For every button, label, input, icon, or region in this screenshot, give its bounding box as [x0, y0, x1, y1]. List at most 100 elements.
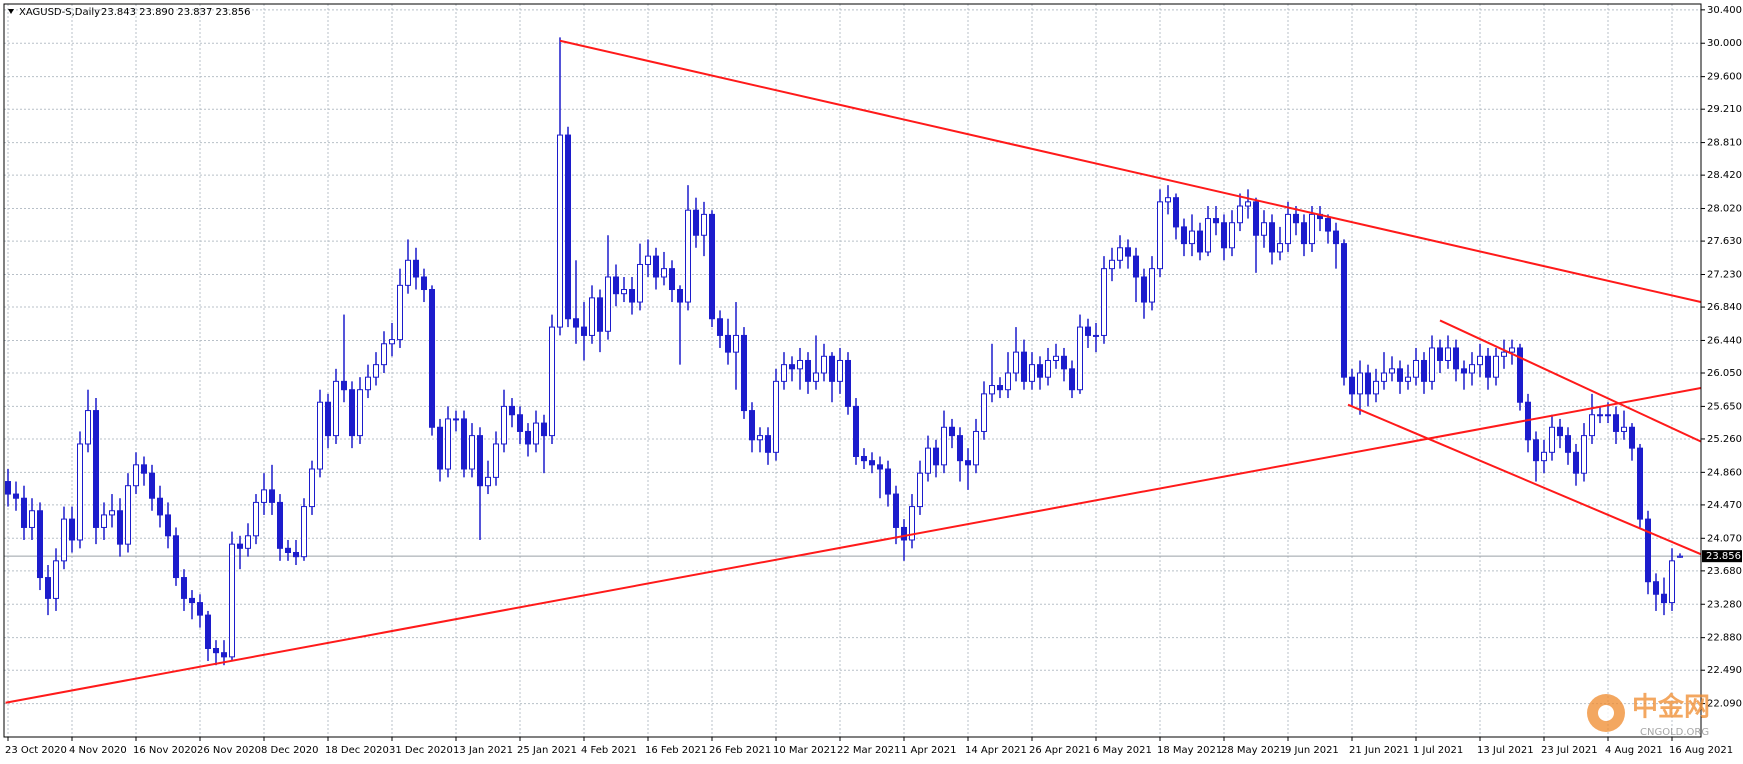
x-tick-label: 23 Oct 2020 [5, 745, 67, 756]
trendline [5, 387, 1701, 704]
candle-body [1669, 560, 1675, 604]
candle-body [1117, 247, 1123, 261]
plot-frame [3, 3, 1702, 738]
candle-body [485, 476, 491, 487]
candle-body [1149, 268, 1155, 303]
candle-body [573, 318, 579, 328]
candle-body [1581, 435, 1587, 474]
y-tick-label: 24.070 [1707, 533, 1742, 544]
candle-body [245, 535, 251, 549]
candle-body [1109, 259, 1115, 270]
candle-body [533, 422, 539, 445]
y-tick-label: 22.090 [1707, 699, 1742, 710]
candle-body [733, 334, 739, 353]
candle-body [317, 401, 323, 470]
candle-body [277, 501, 283, 549]
candle-body [1373, 380, 1379, 395]
candle-body [237, 543, 243, 549]
x-tick-label: 16 Feb 2021 [645, 745, 707, 756]
candle-body [1405, 376, 1411, 382]
candle-body [61, 518, 67, 562]
candle-body [885, 468, 891, 495]
candle-body [1565, 435, 1571, 453]
candle-body [309, 468, 315, 508]
x-tick-label: 1 Apr 2021 [901, 745, 956, 756]
candle-body [1133, 255, 1139, 278]
candle-body [125, 485, 131, 545]
candle-body [1541, 451, 1547, 462]
candle-body [1245, 201, 1251, 207]
candle-body [709, 213, 715, 320]
x-tick-label: 26 Feb 2021 [709, 745, 771, 756]
candle-body [1509, 347, 1515, 353]
candle-body [717, 318, 723, 336]
candle-body [445, 418, 451, 470]
candle-body [1157, 201, 1163, 270]
x-tick-label: 4 Nov 2020 [69, 745, 127, 756]
candle-body [541, 422, 547, 437]
candle-body [917, 472, 923, 508]
candle-body [525, 430, 531, 445]
candle-body [77, 443, 83, 541]
candle-body [1029, 364, 1035, 382]
candle-body [725, 334, 731, 353]
candle-body [869, 460, 875, 466]
y-tick-label: 27.630 [1707, 236, 1742, 247]
candle-body [1445, 347, 1451, 361]
candle-body [437, 426, 443, 470]
candle-body [1645, 518, 1651, 583]
trendline [1347, 403, 1701, 556]
candle-body [1285, 213, 1291, 245]
x-tick-label: 4 Feb 2021 [581, 745, 637, 756]
y-tick-label: 27.230 [1707, 269, 1742, 280]
candle-body [413, 259, 419, 278]
candle-body [93, 410, 99, 528]
candle-body [37, 510, 43, 579]
candle-body [133, 464, 139, 487]
menu-triangle[interactable] [8, 9, 14, 14]
watermark-subtitle: CNGOLD.ORG [1640, 727, 1709, 738]
candle-body [181, 577, 187, 599]
candle-body [1501, 351, 1507, 357]
y-tick-label: 28.810 [1707, 138, 1742, 149]
candle-body [197, 602, 203, 616]
candle-body [85, 410, 91, 445]
y-tick-label: 24.860 [1707, 467, 1742, 478]
y-tick-label: 23.680 [1707, 566, 1742, 577]
candle-body [69, 518, 75, 541]
candle-body [405, 259, 411, 286]
candle-body [1213, 218, 1219, 224]
x-tick-label: 1 Jul 2021 [1413, 745, 1463, 756]
y-tick-label: 25.260 [1707, 434, 1742, 445]
price-tag-label: 23.856 [1706, 551, 1741, 562]
x-tick-label: 14 Apr 2021 [965, 745, 1027, 756]
candle-body [365, 376, 371, 391]
candle-body [1021, 351, 1027, 382]
candle-body [973, 430, 979, 466]
candle-body [1341, 243, 1347, 378]
x-tick-label: 13 Jul 2021 [1477, 745, 1534, 756]
candle-body [837, 359, 843, 382]
candle-body [981, 393, 987, 432]
candle-body [421, 276, 427, 291]
candle-body [469, 435, 475, 470]
candle-body [957, 435, 963, 462]
candle-body [461, 418, 467, 470]
candle-body [997, 385, 1003, 391]
candle-body [1165, 197, 1171, 203]
candle-body [357, 389, 363, 437]
x-tick-label: 16 Nov 2020 [133, 745, 197, 756]
candle-body [581, 326, 587, 336]
candle-body [613, 276, 619, 295]
x-tick-label: 18 Dec 2020 [325, 745, 389, 756]
candle-body [1253, 201, 1259, 236]
candle-body [1485, 355, 1491, 378]
candle-body [645, 255, 651, 265]
candle-body [949, 426, 955, 437]
candle-body [53, 560, 59, 599]
candle-body [1637, 447, 1643, 520]
candle-body [1301, 222, 1307, 245]
x-tick-label: 28 May 2021 [1221, 745, 1286, 756]
